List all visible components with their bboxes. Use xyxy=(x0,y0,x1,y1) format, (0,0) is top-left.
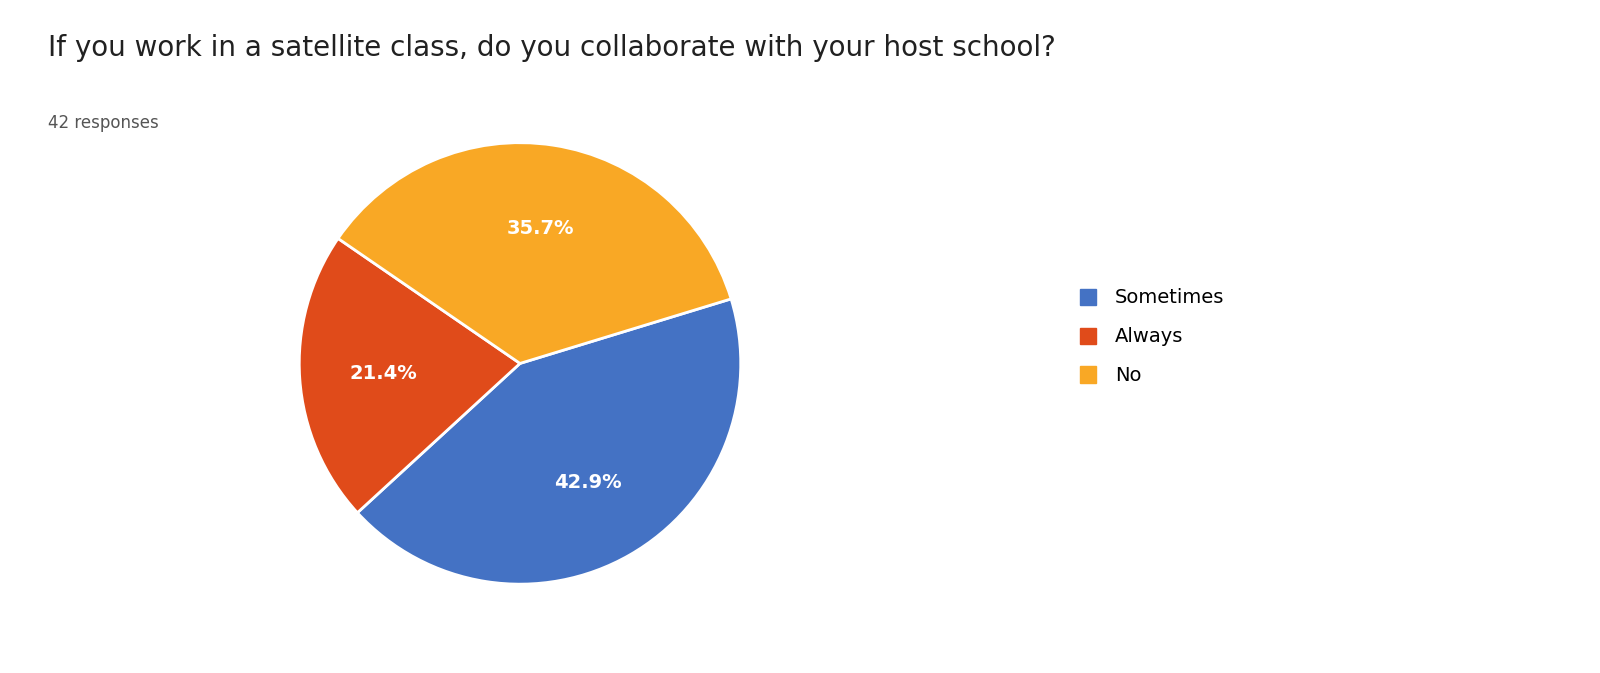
Text: 42.9%: 42.9% xyxy=(554,472,622,492)
Legend: Sometimes, Always, No: Sometimes, Always, No xyxy=(1061,269,1243,404)
Wedge shape xyxy=(338,143,731,363)
Wedge shape xyxy=(299,238,520,513)
Text: 42 responses: 42 responses xyxy=(48,114,158,133)
Text: 21.4%: 21.4% xyxy=(350,363,418,382)
Wedge shape xyxy=(357,299,741,584)
Text: If you work in a satellite class, do you collaborate with your host school?: If you work in a satellite class, do you… xyxy=(48,34,1056,62)
Text: 35.7%: 35.7% xyxy=(507,219,574,238)
